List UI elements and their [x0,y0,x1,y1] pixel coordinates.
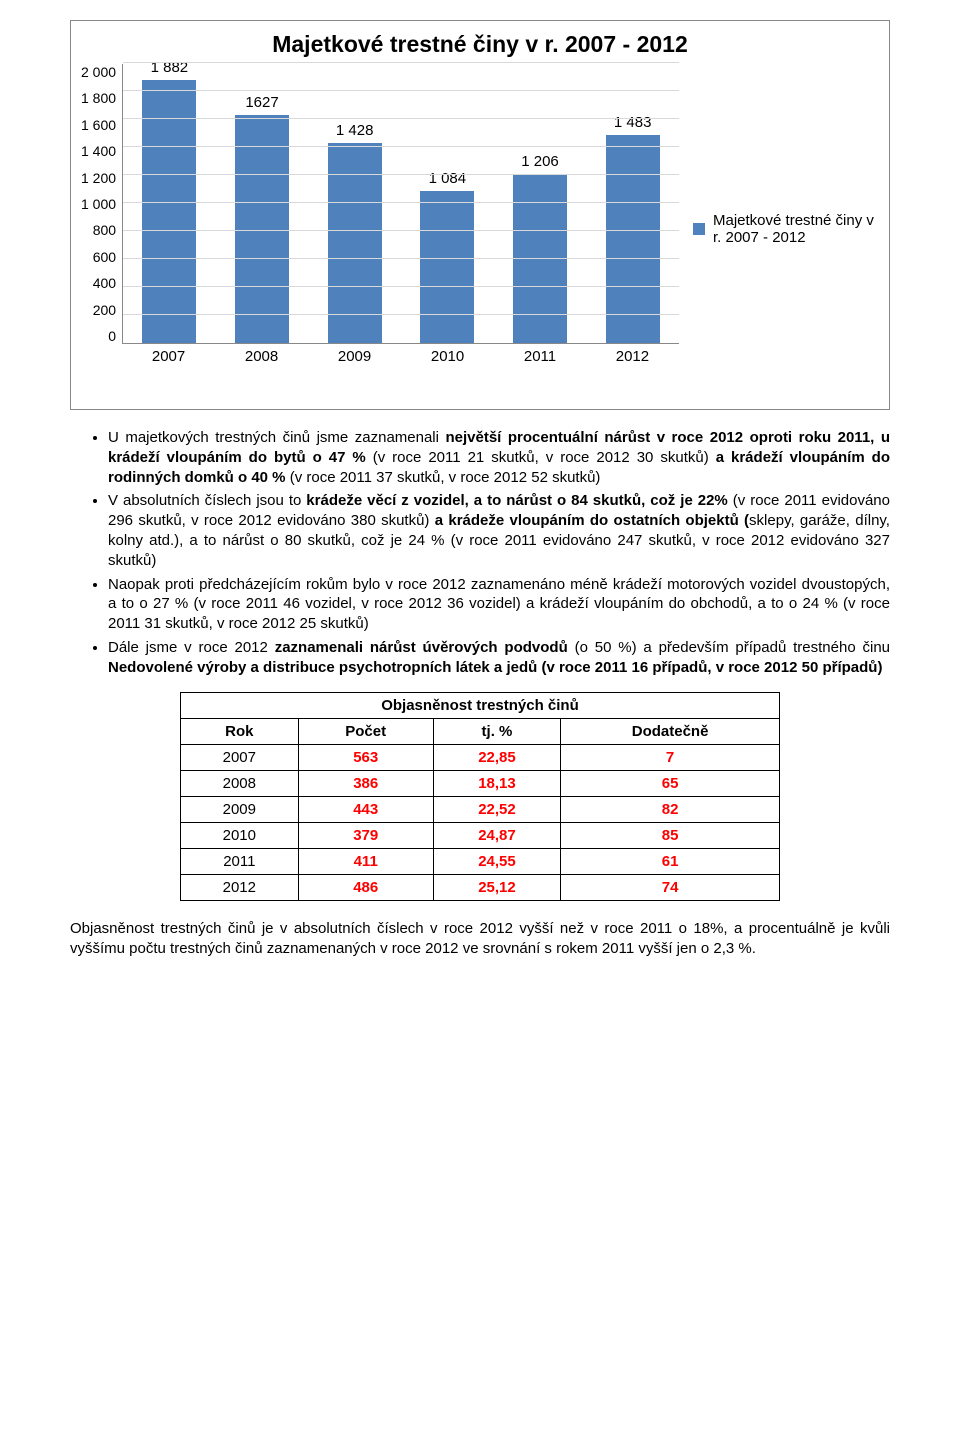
y-tick: 1 600 [81,117,116,133]
table-cell: 2009 [181,796,299,822]
bar-chart: Majetkové trestné činy v r. 2007 - 2012 … [70,20,890,410]
bullet-item: Naopak proti předcházejícím rokům bylo v… [108,575,890,634]
table-cell: 411 [298,848,433,874]
table-cell: 22,52 [433,796,560,822]
table-cell: 61 [561,848,780,874]
bar [420,191,474,343]
table-cell: 74 [561,874,780,900]
bar-value-label: 1 428 [315,122,395,139]
table-cell: 563 [298,744,433,770]
table-cell: 2012 [181,874,299,900]
y-tick: 1 200 [81,170,116,186]
data-table: RokPočettj. %Dodatečně 200756322,8572008… [180,718,780,901]
x-tick: 2012 [616,348,649,365]
table-cell: 18,13 [433,770,560,796]
footer-paragraph: Objasněnost trestných činů je v absolutn… [70,919,890,960]
table-header-cell: Rok [181,718,299,744]
bar-slot: 1 084 [420,64,474,343]
y-tick: 200 [93,302,116,318]
table-row: 200756322,857 [181,744,780,770]
y-tick: 800 [93,222,116,238]
x-tick: 2007 [152,348,185,365]
chart-bars: 1 882 1627 1 428 1 084 1 206 1 483 [123,64,679,343]
table-cell: 82 [561,796,780,822]
y-tick: 1 000 [81,196,116,212]
bar-value-label: 1 084 [407,170,487,187]
x-tick: 2010 [431,348,464,365]
chart-plot-area: 1 882 1627 1 428 1 084 1 206 1 483 [122,64,679,344]
table-cell: 2008 [181,770,299,796]
table-cell: 7 [561,744,780,770]
clearance-table: Objasněnost trestných činů RokPočettj. %… [180,692,780,901]
table-cell: 2011 [181,848,299,874]
table-cell: 2010 [181,822,299,848]
bar [142,80,196,343]
legend-swatch [693,223,705,235]
table-cell: 386 [298,770,433,796]
table-cell: 24,87 [433,822,560,848]
table-cell: 65 [561,770,780,796]
bar-slot: 1 206 [513,64,567,343]
x-tick: 2011 [524,348,556,365]
x-tick: 2009 [338,348,371,365]
table-row: 200944322,5282 [181,796,780,822]
table-row: 201248625,1274 [181,874,780,900]
table-caption: Objasněnost trestných činů [180,692,780,718]
table-row: 201141124,5561 [181,848,780,874]
y-tick: 0 [108,328,116,344]
bar-value-label: 1627 [222,94,302,111]
table-cell: 2007 [181,744,299,770]
y-tick: 400 [93,275,116,291]
table-row: 201037924,8785 [181,822,780,848]
x-tick: 2008 [245,348,278,365]
y-tick: 600 [93,249,116,265]
table-header-cell: Počet [298,718,433,744]
table-cell: 486 [298,874,433,900]
y-tick: 2 000 [81,64,116,80]
chart-title: Majetkové trestné činy v r. 2007 - 2012 [81,31,879,58]
bullet-list: U majetkových trestných činů jsme zaznam… [70,428,890,678]
legend-label: Majetkové trestné činy v r. 2007 - 2012 [713,212,879,246]
y-tick: 1 800 [81,90,116,106]
table-cell: 85 [561,822,780,848]
chart-y-axis: 2 000 1 800 1 600 1 400 1 200 1 000 800 600 400 2… [81,64,122,344]
table-cell: 24,55 [433,848,560,874]
bar-slot: 1 428 [328,64,382,343]
bullet-item: Dále jsme v roce 2012 zaznamenali nárůst… [108,638,890,678]
table-row: 200838618,1365 [181,770,780,796]
bar-slot: 1 483 [606,64,660,343]
table-header-cell: tj. % [433,718,560,744]
bullet-item: V absolutních číslech jsou to krádeže vě… [108,491,890,570]
table-cell: 22,85 [433,744,560,770]
bar-slot: 1 882 [142,64,196,343]
chart-legend: Majetkové trestné činy v r. 2007 - 2012 [679,64,879,394]
table-cell: 379 [298,822,433,848]
table-header-cell: Dodatečně [561,718,780,744]
table-body: 200756322,857200838618,1365200944322,528… [181,744,780,900]
bar-value-label: 1 483 [593,114,673,131]
bar [606,135,660,343]
chart-x-axis: 2007 2008 2009 2010 2011 2012 [122,344,679,365]
table-cell: 443 [298,796,433,822]
y-tick: 1 400 [81,143,116,159]
table-cell: 25,12 [433,874,560,900]
bar-value-label: 1 206 [500,153,580,170]
table-header-row: RokPočettj. %Dodatečně [181,718,780,744]
bullet-item: U majetkových trestných činů jsme zaznam… [108,428,890,487]
bar-slot: 1627 [235,64,289,343]
